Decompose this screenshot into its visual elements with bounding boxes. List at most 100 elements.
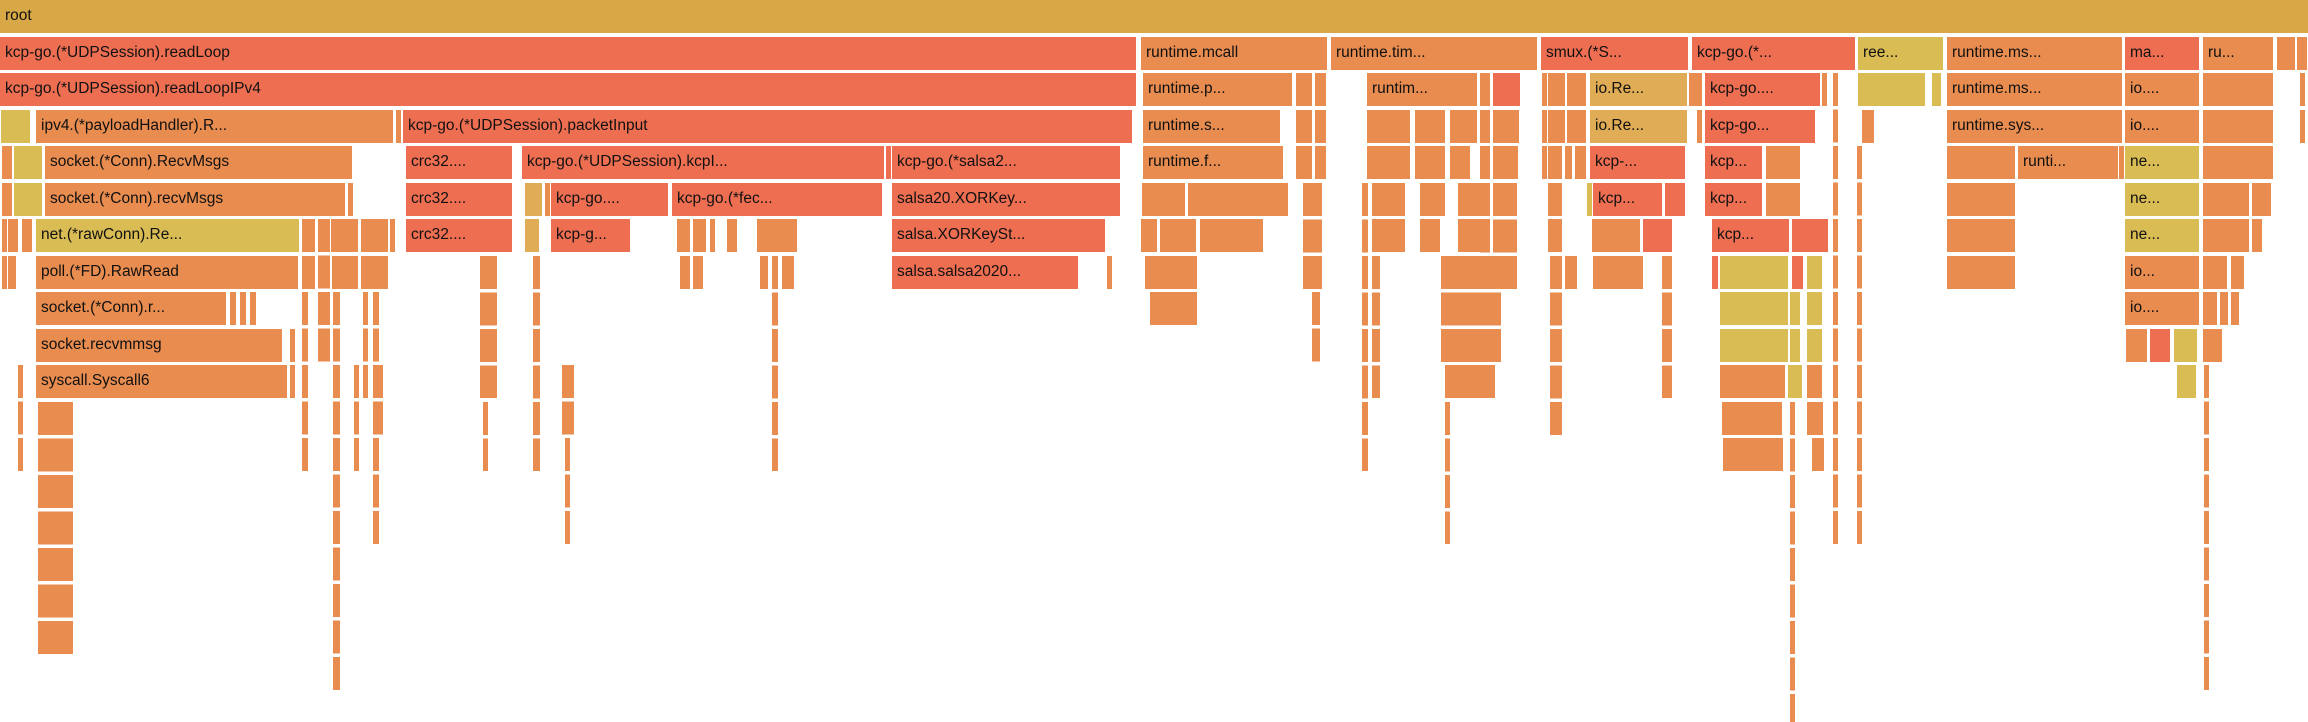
frame-cell[interactable] <box>1807 365 1822 398</box>
frame-io[interactable]: io.... <box>2125 292 2199 325</box>
frame-cell[interactable] <box>1493 73 1520 106</box>
frame-io-re[interactable]: io.Re... <box>1590 73 1687 106</box>
frame-cell[interactable] <box>483 401 488 471</box>
frame-kcp-go[interactable]: kcp-go.... <box>1705 73 1820 106</box>
frame-cell[interactable] <box>2302 36 2307 70</box>
frame-cell[interactable] <box>1372 219 1405 252</box>
frame-runtime-ms[interactable]: runtime.ms... <box>1947 36 2122 70</box>
frame-cell[interactable] <box>1766 182 1800 216</box>
frame-cell[interactable] <box>1548 146 1562 179</box>
frame-runtime-ms[interactable]: runtime.ms... <box>1947 73 2122 106</box>
frame-cell[interactable] <box>2150 328 2170 362</box>
frame-cell[interactable] <box>2252 182 2271 216</box>
frame-io[interactable]: io... <box>2125 255 2199 289</box>
frame-cell[interactable] <box>2 182 7 216</box>
frame-cell[interactable] <box>1493 146 1518 179</box>
frame-cell[interactable] <box>1315 146 1326 179</box>
frame-cell[interactable] <box>760 255 768 289</box>
frame-cell[interactable] <box>1790 401 1795 722</box>
frame-smux-s[interactable]: smux.(*S... <box>1541 36 1688 70</box>
frame-cell[interactable] <box>378 365 383 435</box>
frame-cell[interactable] <box>677 219 690 252</box>
frame-cell[interactable] <box>22 219 32 252</box>
frame-cell[interactable] <box>1303 182 1322 289</box>
frame-cell[interactable] <box>2203 109 2273 143</box>
frame-runtime-tim[interactable]: runtime.tim... <box>1331 36 1537 70</box>
frame-cell[interactable] <box>2203 328 2222 362</box>
frame-kcp-go-udpsession-kcpi[interactable]: kcp-go.(*UDPSession).kcpI... <box>522 146 884 179</box>
frame-kcp-go-fec[interactable]: kcp-go.(*fec... <box>672 182 882 216</box>
frame-cell[interactable] <box>1565 255 1577 289</box>
frame-cell[interactable] <box>1807 401 1823 435</box>
frame-cell[interactable] <box>1480 146 1490 179</box>
frame-cell[interactable] <box>8 255 16 289</box>
frame-kcp[interactable]: kcp... <box>1705 182 1762 216</box>
frame-cell[interactable] <box>1480 109 1490 143</box>
frame-cell[interactable] <box>361 219 388 252</box>
frame-cell[interactable] <box>886 146 891 179</box>
frame-cell[interactable] <box>1141 219 1157 252</box>
frame-ne[interactable]: ne... <box>2125 182 2199 216</box>
frame-cell[interactable] <box>354 365 359 471</box>
frame-cell[interactable] <box>240 292 246 325</box>
frame-root[interactable]: root <box>0 0 2308 33</box>
frame-cell[interactable] <box>1542 109 1547 143</box>
frame-cell[interactable] <box>525 219 539 252</box>
frame-cell[interactable] <box>1362 182 1368 471</box>
frame-cell[interactable] <box>1315 109 1326 143</box>
frame-cell[interactable] <box>757 219 797 252</box>
frame-runtime-s[interactable]: runtime.s... <box>1143 109 1280 143</box>
frame-cell[interactable] <box>38 401 73 654</box>
frame-cell[interactable] <box>1720 328 1788 362</box>
frame-cell[interactable] <box>480 255 497 398</box>
frame-cell[interactable] <box>290 365 295 398</box>
frame-cell[interactable] <box>2220 292 2228 325</box>
frame-runtime-p[interactable]: runtime.p... <box>1143 73 1292 106</box>
frame-cell[interactable] <box>1790 328 1800 362</box>
frame-cell[interactable] <box>8 219 18 252</box>
frame-cell[interactable] <box>1932 73 1941 106</box>
frame-salsa-xorkeyst[interactable]: salsa.XORKeySt... <box>892 219 1105 252</box>
frame-cell[interactable] <box>390 219 395 252</box>
frame-cell[interactable] <box>772 255 778 471</box>
frame-cell[interactable] <box>230 292 236 325</box>
frame-cell[interactable] <box>1790 292 1800 325</box>
frame-cell[interactable] <box>1367 109 1410 143</box>
frame-cell[interactable] <box>1548 182 1562 216</box>
frame-cell[interactable] <box>348 182 353 216</box>
frame-kcp[interactable]: kcp... <box>1593 182 1662 216</box>
frame-cell[interactable] <box>373 292 379 544</box>
frame-cell[interactable] <box>1372 182 1405 216</box>
frame-cell[interactable] <box>1420 182 1445 216</box>
frame-cell[interactable] <box>1792 219 1828 252</box>
frame-cell[interactable] <box>680 255 690 289</box>
frame-cell[interactable] <box>545 182 550 216</box>
frame-kcp-go[interactable]: kcp-go... <box>1705 109 1815 143</box>
frame-cell[interactable] <box>727 219 737 252</box>
frame-cell[interactable] <box>1792 255 1803 289</box>
frame-cell[interactable] <box>1296 146 1312 179</box>
frame-cell[interactable] <box>2177 365 2196 398</box>
frame-cell[interactable] <box>2 255 7 289</box>
frame-ree[interactable]: ree... <box>1858 36 1943 70</box>
frame-socket-conn-recvmsgs[interactable]: socket.(*Conn).recvMsgs <box>45 182 345 216</box>
frame-cell[interactable] <box>1565 146 1572 179</box>
frame-cell[interactable] <box>1200 219 1263 252</box>
frame-kcp-go-udpsession-readloop[interactable]: kcp-go.(*UDPSession).readLoop <box>0 36 1136 70</box>
frame-cell[interactable] <box>1723 438 1783 471</box>
frame-cell[interactable] <box>1542 73 1547 106</box>
frame-kcp-go-udpsession-readloopipv4[interactable]: kcp-go.(*UDPSession).readLoopIPv4 <box>0 73 1136 106</box>
frame-cell[interactable] <box>290 328 295 362</box>
frame-syscall-syscall6[interactable]: syscall.Syscall6 <box>36 365 287 398</box>
frame-cell[interactable] <box>1822 73 1827 106</box>
frame-cell[interactable] <box>2 219 7 252</box>
frame-cell[interactable] <box>2203 255 2227 289</box>
frame-cell[interactable] <box>2203 73 2273 106</box>
frame-cell[interactable] <box>1833 73 1838 544</box>
frame-runti[interactable]: runti... <box>2018 146 2118 179</box>
frame-cell[interactable] <box>1548 219 1562 252</box>
frame-salsa-salsa2020[interactable]: salsa.salsa2020... <box>892 255 1078 289</box>
frame-cell[interactable] <box>1587 182 1592 216</box>
frame-cell[interactable] <box>1450 146 1470 179</box>
frame-ipv4-payloadhandler-r[interactable]: ipv4.(*payloadHandler).R... <box>36 109 393 143</box>
